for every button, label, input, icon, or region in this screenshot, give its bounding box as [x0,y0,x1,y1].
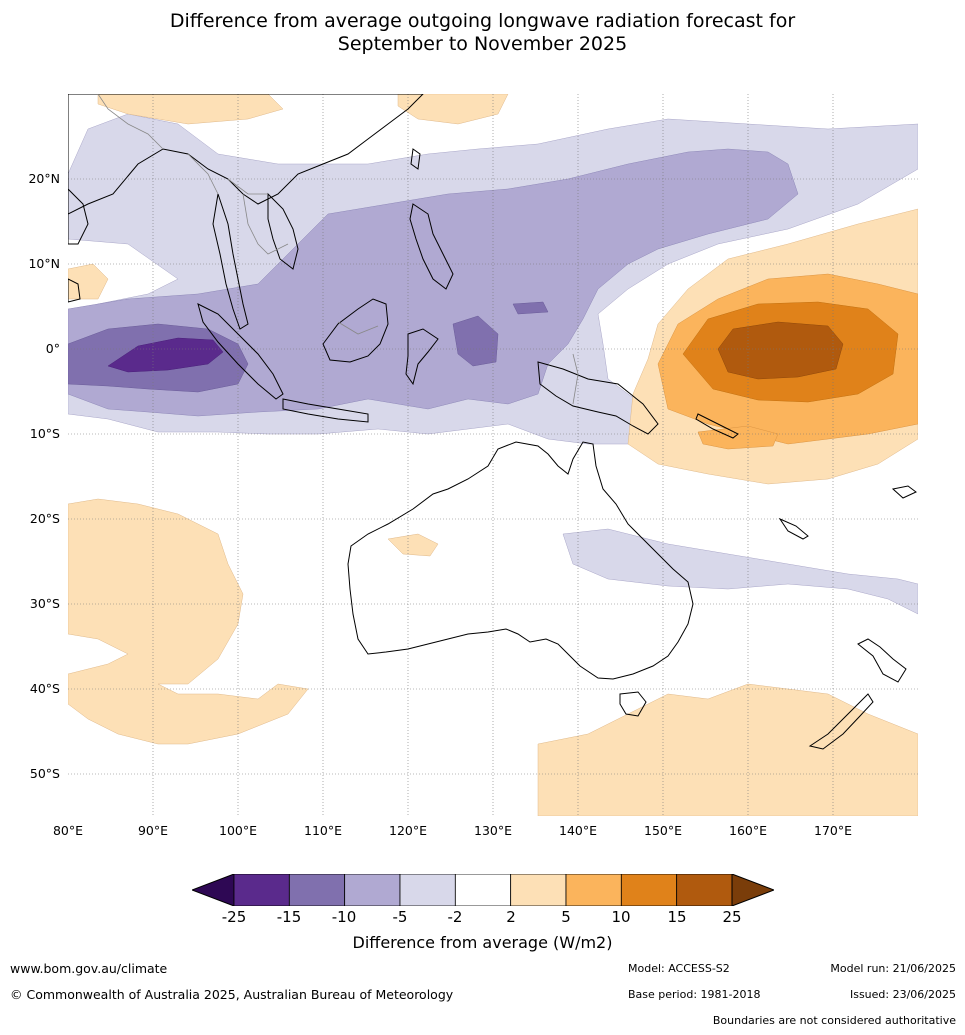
olr-anomaly-map [68,94,918,816]
lon-label-90e: 90°E [137,823,169,838]
colorbar-tick-label: 2 [506,908,516,926]
footer-url[interactable]: www.bom.gov.au/climate [10,961,168,976]
coastline-tasmania [619,691,647,717]
coastline-sulawesi [405,328,439,386]
colorbar-graphic [190,873,776,907]
coastline-fiji [891,485,917,499]
lat-label-20s: 20°S [29,511,60,526]
colorbar-swatch [676,873,733,907]
anomaly-region-light-orange-north [97,94,284,125]
colorbar-swatch [288,873,346,907]
colorbar-swatch [565,873,622,907]
colorbar-min-extension [190,873,235,907]
map-title-line2: September to November 2025 [337,33,628,55]
colorbar-tick-label: -2 [447,908,463,926]
colorbar-swatch [233,873,290,907]
lat-label-50s: 50°S [29,766,60,781]
lon-label-170e: 170°E [813,823,853,838]
coastline-borneo [322,298,389,363]
lon-label-100e: 100°E [218,823,258,838]
map-title-line1: Difference from average outgoing longwav… [169,10,796,32]
anomaly-region-dark-purple-sliver [512,301,549,315]
colorbar-swatch [454,873,512,907]
lon-label-110e: 110°E [303,823,343,838]
anomaly-region-deep-purple [107,337,224,373]
footer-model: Model: ACCESS-S2 [628,962,730,975]
lat-label-20n: 20°N [28,171,60,186]
coastline-australia [347,441,694,680]
anomaly-region-light-orange-australia [387,533,439,557]
colorbar-title: Difference from average (W/m2) [352,933,613,952]
coastline-indochina [212,193,249,330]
coastline-new-guinea [537,361,659,435]
lat-label-40s: 40°S [29,681,60,696]
anomaly-region-light-orange-west [68,263,109,300]
coastline-vietnam [267,192,299,270]
colorbar-swatch [399,873,456,907]
coastline-sumatra [197,303,284,400]
colorbar-tick-label: -25 [221,908,247,926]
lat-label-10s: 10°S [29,426,60,441]
footer-issued: Issued: 23/06/2025 [849,988,956,1001]
anomaly-region-light-orange-indian [68,498,309,745]
coastline-india [68,188,89,245]
lon-label-160e: 160°E [728,823,768,838]
colorbar [190,873,776,907]
colorbar-tick-label: -10 [331,908,357,926]
colorbar-max-extension [731,873,776,907]
coastline-philippines [409,203,454,290]
colorbar-swatch [344,873,401,907]
colorbar-tick-label: -15 [276,908,302,926]
map-gridlines [68,94,918,816]
coastline-taiwan [410,148,421,170]
colorbar-tick-label: 10 [611,908,631,926]
colorbar-swatch [620,873,678,907]
anomaly-region-medium-purple [68,148,799,417]
coastlines [68,94,917,750]
lat-label-30s: 30°S [29,596,60,611]
footer-disclaimer: Boundaries are not considered authoritat… [712,1014,956,1027]
lon-label-120e: 120°E [388,823,428,838]
coastline-new-zealand-south [808,693,874,750]
colorbar-tick-label: -5 [392,908,408,926]
lon-label-140e: 140°E [558,823,598,838]
lat-label-equator: 0° [45,341,60,356]
coastline-java [282,398,369,423]
colorbar-swatch [510,873,567,907]
anomaly-region-dark-purple-small [452,315,499,367]
lon-label-150e: 150°E [643,823,683,838]
map-panel[interactable] [68,94,918,816]
coastline-sri-lanka [68,278,81,303]
lat-label-10n: 10°N [28,256,60,271]
coastline-new-zealand-north [857,638,907,683]
colorbar-tick-label: 15 [667,908,687,926]
lon-label-130e: 130°E [473,823,513,838]
country-boundaries [97,94,579,405]
anomaly-region-light-orange-north2 [397,94,509,125]
footer-base-period: Base period: 1981-2018 [628,988,761,1001]
lon-label-80e: 80°E [52,823,84,838]
map-title: Difference from average outgoing longwav… [0,10,965,56]
colorbar-tick-label: 5 [561,908,571,926]
coastline-new-caledonia [778,517,809,540]
footer-copyright: © Commonwealth of Australia 2025, Austra… [10,987,454,1002]
anomaly-region-light-purple-east-australia [562,528,918,615]
anomaly-region-brown [717,321,844,380]
coastline-solomons [695,413,739,439]
footer-model-run: Model run: 21/06/2025 [830,962,956,975]
colorbar-tick-label: 25 [722,908,742,926]
